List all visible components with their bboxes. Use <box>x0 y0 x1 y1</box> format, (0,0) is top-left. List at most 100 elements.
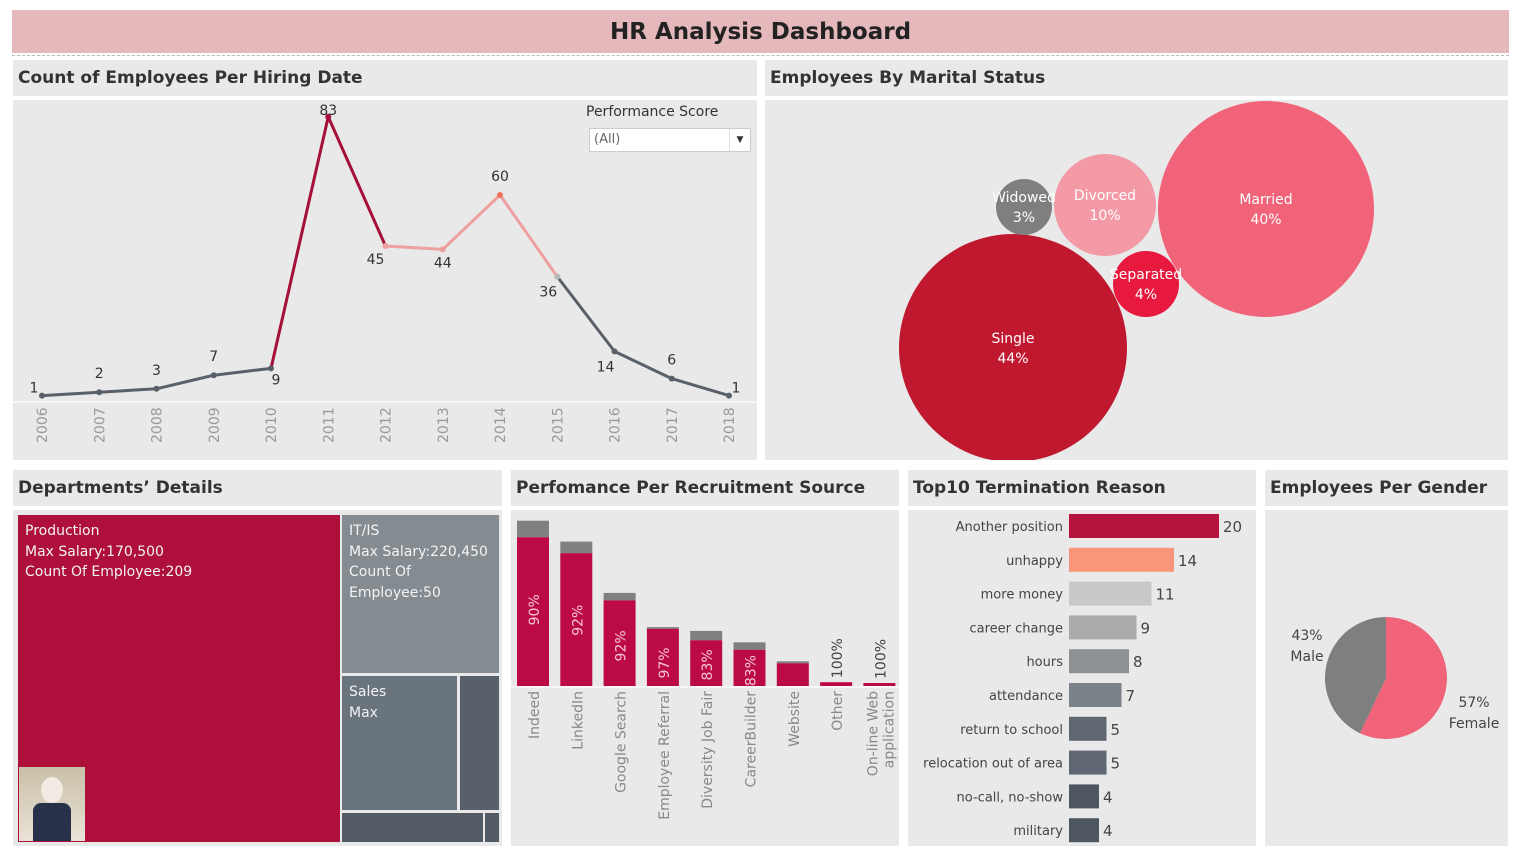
bubble-separated <box>1113 251 1179 317</box>
value-label: 5 <box>1111 755 1121 773</box>
x-tick-label: 2010 <box>264 407 280 443</box>
marital-bubble-chart: Married 40% Single 44% Divorced 10% Widowed 3% S… <box>899 101 1374 462</box>
x-tick-label: LinkedIn <box>570 691 586 750</box>
bar-main-segment <box>560 553 593 686</box>
treemap-tile-itis[interactable]: IT/IS Max Salary:220,450 Count Of Employee:… <box>342 515 499 673</box>
bubble-label: Divorced <box>1074 188 1136 204</box>
marital-panel: Married 40% Single 44% Divorced 10% Widowed 3% S… <box>765 100 1508 462</box>
bar-other-segment <box>733 642 766 650</box>
line-segment <box>498 193 559 279</box>
value-label: 11 <box>1156 586 1175 604</box>
category-label: relocation out of area <box>923 757 1063 772</box>
x-tick-label: Other <box>830 691 846 731</box>
bar-main-segment <box>863 683 896 686</box>
x-tick-label: CareerBuilder <box>744 691 760 788</box>
bar-main-segment <box>776 663 809 686</box>
tile-text: Max <box>349 704 378 721</box>
treemap-tile-small[interactable] <box>460 676 499 810</box>
category-label: more money <box>981 588 1064 603</box>
termination-panel: Another position 20 unhappy 14 more money 11 c… <box>908 510 1256 846</box>
treemap-tile-small[interactable] <box>342 813 483 842</box>
hiring-header: Count of Employees Per Hiring Date <box>13 60 757 96</box>
tile-text: Production <box>25 523 100 539</box>
chevron-down-icon: ▼ <box>729 129 750 151</box>
performance-filter-dropdown[interactable]: (All) ▼ <box>589 128 751 152</box>
hiring-panel: 1 2006 2 2007 3 2008 7 2009 9 2010 83 2011 45 2012 44 2… <box>13 100 757 460</box>
bar <box>1069 547 1174 572</box>
data-label: 2 <box>95 366 104 382</box>
tile-text: Sales <box>349 684 387 700</box>
tile-text: Max Salary:170,500 <box>25 543 164 560</box>
x-tick-label: 2015 <box>550 407 566 443</box>
x-tick-label: Indeed <box>527 691 543 739</box>
line-segment <box>384 244 445 251</box>
bar <box>1069 649 1129 674</box>
line-segment <box>155 373 216 391</box>
termination-header: Top10 Termination Reason <box>908 470 1256 506</box>
gender-pie-chart: 57% Female 43% Male <box>1290 617 1500 739</box>
x-tick-label: 2008 <box>150 407 166 443</box>
data-point <box>325 113 332 120</box>
bar-label: 90% <box>527 594 543 625</box>
bubble-label: Single <box>991 331 1034 347</box>
male-percent: 43% <box>1291 628 1322 644</box>
treemap-tile-sales[interactable]: Sales Max <box>342 676 457 810</box>
data-label: 7 <box>209 349 218 365</box>
bar-other-segment <box>646 627 679 629</box>
data-point <box>382 243 389 249</box>
performance-filter-label: Performance Score <box>586 104 719 120</box>
x-tick-label: Website <box>787 691 803 747</box>
bubble-married <box>1158 101 1374 317</box>
data-point <box>268 365 274 372</box>
bar <box>1069 683 1122 707</box>
data-label: 44 <box>434 255 452 271</box>
line-segment <box>212 366 273 377</box>
divider <box>12 55 1509 56</box>
data-point <box>668 375 675 382</box>
x-tick-label: 2006 <box>35 407 51 443</box>
x-tick-label: 2016 <box>608 407 624 443</box>
category-label: hours <box>1026 655 1063 670</box>
female-label: Female <box>1449 716 1500 732</box>
data-point <box>210 372 217 379</box>
data-label: 36 <box>539 285 557 301</box>
male-label: Male <box>1290 649 1323 665</box>
line-segment <box>613 349 674 381</box>
category-label: career change <box>970 621 1064 636</box>
female-percent: 57% <box>1458 695 1489 711</box>
bar-label: 92% <box>614 630 630 661</box>
bar-main-segment <box>646 628 679 686</box>
departments-header: Departments’ Details <box>13 470 502 506</box>
bar-main-segment <box>517 537 549 686</box>
bar-main-segment <box>733 649 766 686</box>
category-label: Another position <box>956 520 1063 535</box>
treemap-tile-small[interactable] <box>485 813 499 842</box>
bubble-percent: 44% <box>997 351 1028 367</box>
recruitment-header: Perfomance Per Recruitment Source <box>511 470 899 506</box>
bar-main-segment <box>820 682 853 686</box>
value-label: 9 <box>1141 619 1151 637</box>
x-tick-label: Google Search <box>614 691 630 793</box>
value-label: 4 <box>1103 788 1113 806</box>
line-segment <box>269 115 330 370</box>
bar <box>1069 784 1099 809</box>
category-label: unhappy <box>1006 554 1063 569</box>
x-tick-label: 2009 <box>207 407 223 443</box>
category-label: return to school <box>960 723 1063 738</box>
data-label: 9 <box>272 372 281 388</box>
bar-other-segment <box>603 592 636 601</box>
bar-main-segment <box>690 640 723 686</box>
bar-main-segment <box>603 600 636 686</box>
data-label: 1 <box>30 381 39 397</box>
category-label: attendance <box>989 689 1063 704</box>
recruitment-panel: 90% Indeed 92% LinkedIn 92% Google Search 97% E… <box>511 510 899 846</box>
data-point <box>497 192 503 198</box>
bar <box>1069 716 1107 741</box>
x-tick-label: Diversity Job Fair <box>700 691 716 809</box>
data-point <box>554 273 561 280</box>
tile-text: Employee:50 <box>349 584 441 601</box>
recruitment-bar-chart: 90% Indeed 92% LinkedIn 92% Google Search 97% E… <box>511 520 899 820</box>
line-segment <box>670 377 731 398</box>
bubble-label: Separated <box>1110 267 1182 283</box>
bar <box>1069 514 1219 538</box>
